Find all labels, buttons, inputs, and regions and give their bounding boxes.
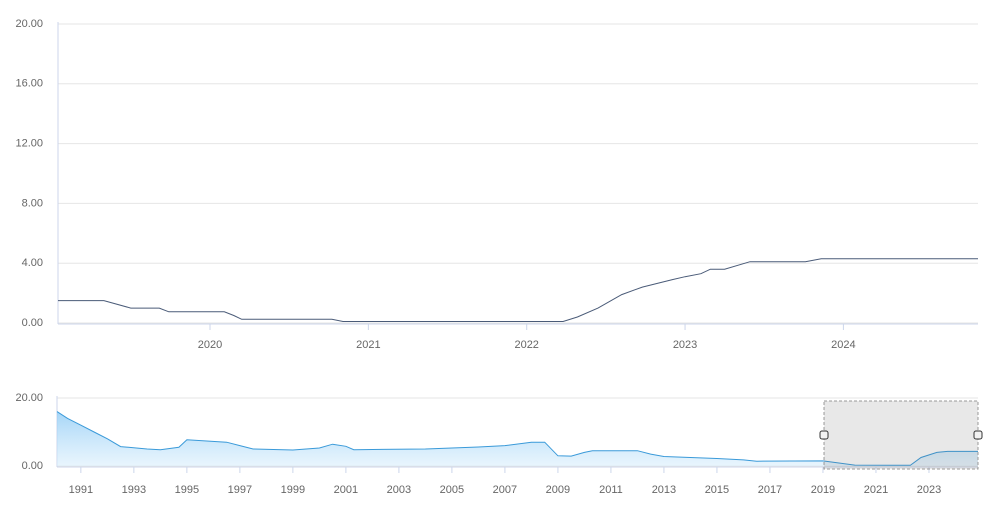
area	[57, 411, 978, 466]
x-tick-label: 1997	[228, 484, 252, 496]
x-tick-label: 2001	[334, 484, 358, 496]
area-line	[56, 411, 978, 466]
y-tick-label: 8.00	[22, 197, 43, 209]
x-tick-label: 2022	[514, 339, 538, 351]
navigator-handle[interactable]	[819, 430, 829, 440]
x-tick-label: 2020	[198, 339, 222, 351]
y-tick-label: 20.00	[15, 18, 43, 30]
y-tick-label: 12.00	[15, 138, 43, 150]
y-tick-label: 16.00	[15, 78, 43, 90]
y-tick-label: 4.00	[22, 257, 43, 269]
y-tick-label: 20.00	[15, 392, 43, 404]
x-tick-label: 1993	[122, 484, 146, 496]
x-tick-label: 2023	[673, 339, 697, 351]
x-tick-label: 2019	[811, 484, 835, 496]
x-tick-label: 2009	[546, 484, 570, 496]
x-tick-label: 2005	[440, 484, 464, 496]
x-tick-label: 2003	[387, 484, 411, 496]
x-tick-label: 2024	[831, 339, 855, 351]
y-tick-label: 0.00	[22, 317, 43, 329]
x-tick-label: 2021	[864, 484, 888, 496]
x-tick-label: 1995	[175, 484, 199, 496]
x-tick-label: 2023	[917, 484, 941, 496]
x-tick-label: 2013	[652, 484, 676, 496]
x-tick-label: 2017	[758, 484, 782, 496]
navigator-handle[interactable]	[973, 430, 983, 440]
x-tick-label: 1999	[281, 484, 305, 496]
x-tick-label: 2021	[356, 339, 380, 351]
x-tick-label: 2015	[705, 484, 729, 496]
x-tick-label: 2011	[599, 484, 623, 496]
y-tick-label: 0.00	[22, 460, 43, 472]
line	[58, 258, 978, 322]
x-tick-label: 2007	[493, 484, 517, 496]
navigator-selection[interactable]	[823, 400, 979, 470]
x-tick-label: 1991	[69, 484, 93, 496]
